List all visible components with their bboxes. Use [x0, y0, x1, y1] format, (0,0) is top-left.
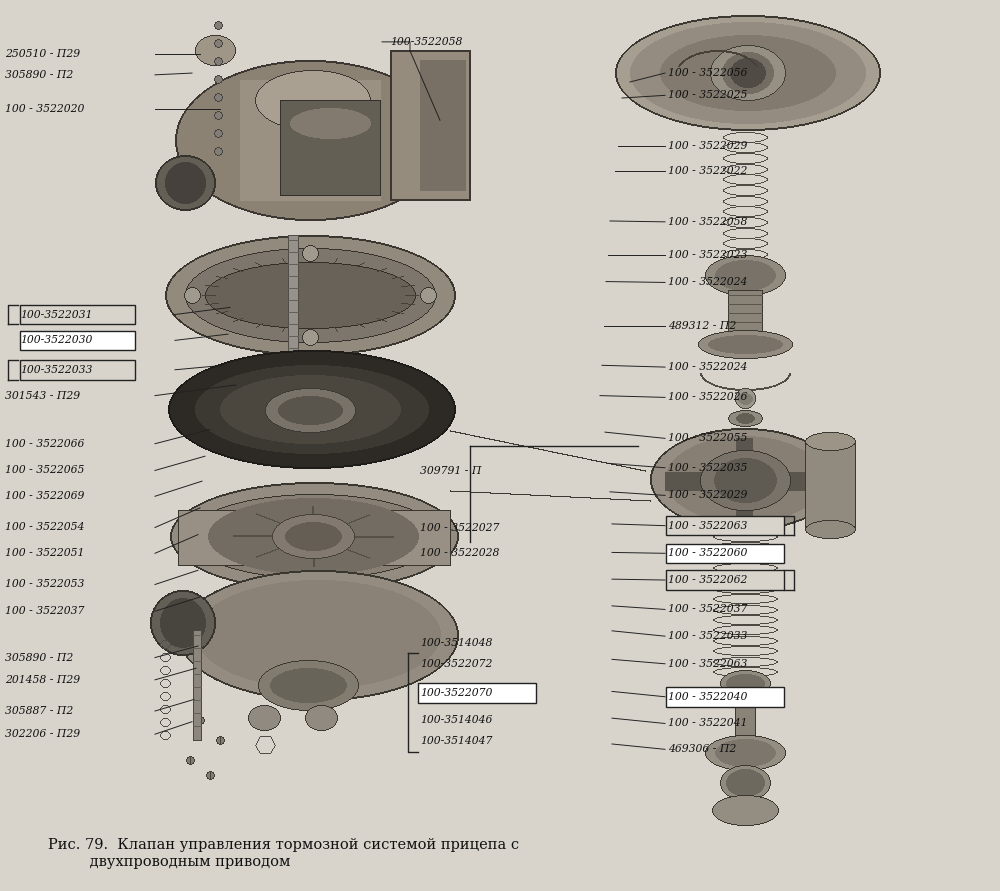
Text: 100-3522031: 100-3522031 — [20, 309, 92, 320]
Text: 100 - 3522040: 100 - 3522040 — [668, 691, 747, 702]
Text: 100-3522058: 100-3522058 — [390, 37, 462, 47]
Text: 309791 - П: 309791 - П — [420, 466, 481, 477]
Text: 100 - 3522051: 100 - 3522051 — [5, 548, 84, 559]
Text: двухпроводным приводом: двухпроводным приводом — [48, 855, 290, 870]
FancyBboxPatch shape — [666, 687, 784, 707]
Text: 100 - 3522041: 100 - 3522041 — [668, 718, 747, 729]
Text: 100 - 3522033: 100 - 3522033 — [668, 631, 747, 642]
Text: 100 - 3522028: 100 - 3522028 — [420, 548, 499, 559]
FancyBboxPatch shape — [418, 683, 536, 703]
Text: 100 - 3522055: 100 - 3522055 — [668, 433, 747, 444]
FancyBboxPatch shape — [20, 360, 135, 380]
Text: 100 - 3522037: 100 - 3522037 — [5, 606, 84, 617]
Text: 301543 - П29: 301543 - П29 — [5, 390, 80, 401]
Text: 100 - 3522063: 100 - 3522063 — [668, 658, 747, 669]
Text: 100-3522070: 100-3522070 — [420, 688, 492, 699]
Text: 100 - 3522027: 100 - 3522027 — [420, 523, 499, 534]
Text: 100 - 3522069: 100 - 3522069 — [5, 491, 84, 502]
FancyBboxPatch shape — [666, 516, 784, 535]
Text: Рис. 79.  Клапан управления тормозной системой прицепа с: Рис. 79. Клапан управления тормозной сис… — [48, 838, 519, 852]
Text: 100 - 3522053: 100 - 3522053 — [5, 579, 84, 590]
Text: 100 - 3522035: 100 - 3522035 — [668, 462, 747, 473]
Text: 305890 - П2: 305890 - П2 — [5, 69, 73, 80]
Text: 305890 - П2: 305890 - П2 — [5, 652, 73, 663]
Text: 100 - 3522058: 100 - 3522058 — [668, 217, 747, 227]
Text: 100 - 3522065: 100 - 3522065 — [5, 465, 84, 476]
FancyBboxPatch shape — [20, 305, 135, 324]
Text: 100-3514048: 100-3514048 — [420, 638, 492, 649]
FancyBboxPatch shape — [20, 331, 135, 350]
Text: 100 - 3522026: 100 - 3522026 — [668, 392, 747, 403]
FancyBboxPatch shape — [666, 570, 784, 590]
Text: 100-3522030: 100-3522030 — [20, 335, 92, 346]
Text: 100-3522033: 100-3522033 — [20, 364, 92, 375]
Text: 100 - 3522063: 100 - 3522063 — [668, 520, 747, 531]
Text: 100 - 3522037: 100 - 3522037 — [668, 604, 747, 615]
Text: 100 - 3522022: 100 - 3522022 — [668, 166, 747, 176]
Text: 100 - 3522062: 100 - 3522062 — [668, 575, 747, 585]
Text: 489312 - П2: 489312 - П2 — [668, 321, 736, 331]
Text: 305887 - П2: 305887 - П2 — [5, 706, 73, 716]
Text: 201458 - П29: 201458 - П29 — [5, 674, 80, 685]
FancyBboxPatch shape — [666, 544, 784, 563]
Text: 100 - 3522060: 100 - 3522060 — [668, 548, 747, 559]
Text: 100 - 3522020: 100 - 3522020 — [5, 103, 84, 114]
Text: 100 - 3522029: 100 - 3522029 — [668, 141, 747, 151]
Text: 100 - 3522023: 100 - 3522023 — [668, 249, 747, 260]
Text: 100 - 3522066: 100 - 3522066 — [5, 438, 84, 449]
Text: 100 - 3522024: 100 - 3522024 — [668, 362, 747, 372]
Text: 100 - 3522025: 100 - 3522025 — [668, 90, 747, 101]
Text: 100-3514047: 100-3514047 — [420, 736, 492, 747]
Text: 100 - 3522029: 100 - 3522029 — [668, 490, 747, 501]
Text: 100 - 3522056: 100 - 3522056 — [668, 68, 747, 78]
Text: 100-3522072: 100-3522072 — [420, 658, 492, 669]
Text: 250510 - П29: 250510 - П29 — [5, 49, 80, 60]
Text: 100 - 3522054: 100 - 3522054 — [5, 522, 84, 533]
Text: 469306 - П2: 469306 - П2 — [668, 744, 736, 755]
Text: 100-3514046: 100-3514046 — [420, 715, 492, 725]
Text: 100 - 3522024: 100 - 3522024 — [668, 277, 747, 288]
Text: 302206 - П29: 302206 - П29 — [5, 729, 80, 740]
